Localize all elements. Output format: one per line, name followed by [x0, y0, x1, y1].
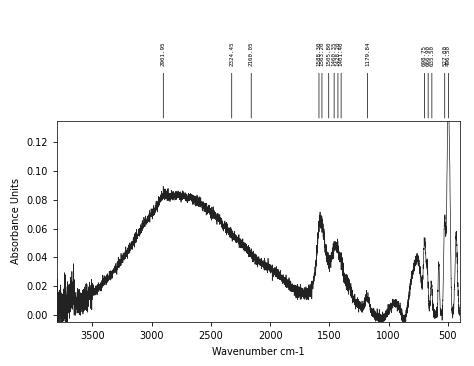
- Text: 496.50: 496.50: [446, 45, 451, 66]
- Text: 666.90: 666.90: [426, 45, 431, 66]
- Text: 1401.40: 1401.40: [338, 42, 344, 66]
- Text: 1428.20: 1428.20: [336, 42, 340, 66]
- X-axis label: Wavenumber cm-1: Wavenumber cm-1: [212, 347, 305, 356]
- Text: 1505.80: 1505.80: [326, 42, 331, 66]
- Text: 635.50: 635.50: [429, 45, 434, 66]
- Text: 1460.35: 1460.35: [332, 42, 337, 66]
- Text: 2324.45: 2324.45: [229, 42, 234, 66]
- Text: 1563.20: 1563.20: [319, 42, 324, 66]
- Text: 1588.30: 1588.30: [317, 42, 321, 66]
- Text: 527.00: 527.00: [442, 45, 447, 66]
- Text: 2160.05: 2160.05: [249, 42, 254, 66]
- Text: 698.75: 698.75: [422, 45, 427, 66]
- Text: 1179.84: 1179.84: [365, 42, 370, 66]
- Y-axis label: Absorbance Units: Absorbance Units: [11, 179, 21, 264]
- Text: 2901.95: 2901.95: [161, 42, 166, 66]
